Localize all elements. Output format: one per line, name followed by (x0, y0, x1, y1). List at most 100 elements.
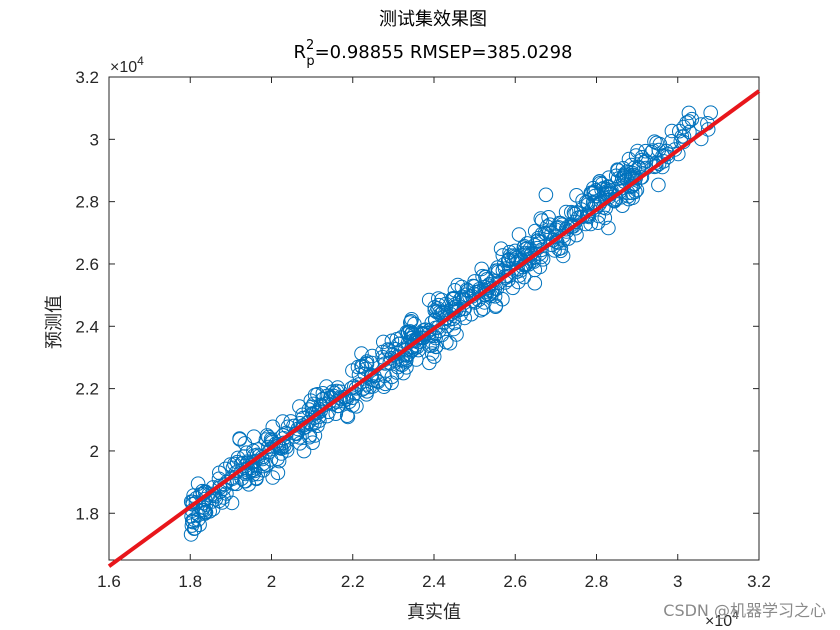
watermark: CSDN @机器学习之心 (663, 601, 826, 620)
scatter-point (362, 379, 378, 395)
scatter-point (232, 431, 247, 446)
scatter-point (636, 155, 652, 170)
fit-line (107, 89, 761, 568)
scatter-point (310, 405, 326, 421)
scatter-point (473, 302, 489, 318)
y-axis: 1.8 2 2.2 2.4 2.6 2.8 3 3.2 (75, 68, 759, 523)
scatter-point (229, 476, 244, 492)
scatter-point (447, 290, 462, 306)
x-tick-label: 2.2 (341, 572, 365, 591)
scatter-point (627, 176, 643, 191)
scatter-point (542, 225, 557, 240)
scatter-point (295, 418, 311, 434)
scatter-point (214, 495, 230, 510)
scatter-point (587, 184, 602, 200)
scatter-point (270, 465, 286, 481)
x-axis: 1.6 1.8 2 2.2 2.4 2.6 2.8 3 3.2 (97, 77, 771, 591)
scatter-point (700, 122, 716, 137)
scatter-point (505, 280, 521, 296)
scatter-point (456, 301, 472, 317)
scatter-point (424, 338, 440, 353)
scatter-point (390, 345, 405, 361)
scatter-point (474, 261, 490, 277)
scatter-point (633, 170, 649, 185)
scatter-point (652, 136, 668, 152)
scatter-point (552, 215, 567, 231)
x-tick-label: 2 (267, 572, 276, 591)
scatter-point (638, 153, 654, 169)
scatter-point (185, 496, 201, 512)
scatter-point (434, 327, 450, 343)
scatter-point (275, 414, 291, 429)
y-tick-label: 3.2 (75, 68, 99, 87)
scatter-point (630, 143, 645, 159)
y-tick-label: 1.8 (75, 504, 99, 523)
scatter-point (601, 220, 616, 236)
scatter-point (307, 428, 323, 443)
scatter-point (432, 305, 447, 320)
scatter-point (376, 334, 391, 350)
chart-subtitle: R2 p=0.98855 RMSEP=385.0298 (294, 38, 573, 69)
scatter-point (676, 119, 692, 135)
scatter-point (339, 408, 355, 424)
scatter-point (421, 292, 437, 308)
scatter-point (569, 188, 584, 203)
scatter-point (615, 161, 631, 176)
x-tick-label: 1.6 (97, 572, 121, 591)
scatter-point (488, 298, 504, 313)
scatter-point (679, 115, 695, 130)
scatter-point (507, 243, 523, 259)
scatter-point (183, 527, 199, 542)
scatter-point (248, 470, 264, 486)
scatter-point (487, 289, 503, 304)
scatter-point (389, 365, 405, 380)
scatter-point (467, 274, 482, 289)
scatter-point (459, 282, 475, 298)
scatter-point (445, 292, 461, 307)
scatter-point (625, 178, 641, 193)
scatter-point (681, 114, 697, 129)
x-tick-label: 2.8 (585, 572, 609, 591)
y-axis-label: 预测值 (44, 295, 65, 349)
scatter-point (447, 315, 462, 331)
y-tick-label: 2.2 (75, 380, 99, 399)
scatter-point (307, 387, 323, 403)
x-tick-label: 1.8 (178, 572, 202, 591)
fit-line-group (107, 89, 761, 568)
scatter-point (265, 470, 281, 485)
scatter-point (551, 220, 567, 235)
scatter-point (532, 246, 548, 261)
scatter-point (522, 241, 538, 257)
scatter-point (644, 144, 659, 160)
scatter-point (278, 439, 294, 455)
scatter-point (424, 346, 440, 361)
x-tick-label: 3.2 (747, 572, 771, 591)
scatter-point (564, 204, 579, 220)
scatter-point (208, 491, 224, 507)
scatter-point (246, 443, 261, 459)
scatter-point (184, 509, 199, 524)
scatter-point (345, 390, 360, 406)
scatter-point (612, 184, 628, 199)
x-exponent-label: ×104 (705, 608, 739, 630)
scatter-point (263, 441, 278, 457)
y-exponent-label: ×104 (110, 54, 144, 76)
scatter-point (364, 348, 380, 364)
scatter-point (617, 170, 632, 185)
scatter-point (467, 279, 482, 294)
scatter-point (638, 143, 653, 159)
scatter-point (651, 177, 666, 193)
scatter-point (493, 241, 509, 256)
scatter-point (398, 354, 414, 369)
scatter-point (403, 314, 419, 329)
scatter-point (422, 355, 437, 371)
scatter-point (258, 432, 274, 447)
scatter-point (542, 217, 558, 232)
scatter-point (597, 210, 613, 226)
scatter-point (328, 406, 344, 422)
scatter-point (292, 399, 307, 414)
scatter-point (583, 216, 599, 232)
scatter-point (354, 346, 369, 361)
x-tick-label: 2.6 (503, 572, 527, 591)
y-tick-label: 2.8 (75, 193, 99, 212)
